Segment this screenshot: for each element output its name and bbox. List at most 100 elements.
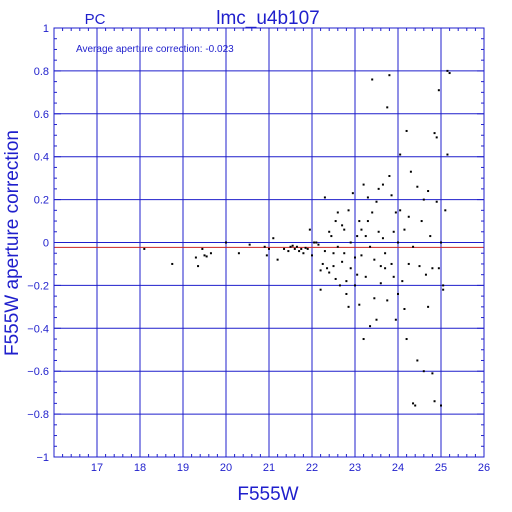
data-point [205,255,208,258]
y-tick-label: −0.2 [27,280,49,292]
data-point [399,153,402,156]
data-point [384,267,387,270]
data-point [265,254,268,257]
data-point [283,247,286,250]
data-point [433,132,436,135]
x-tick-label: 23 [349,462,361,474]
data-point [341,224,344,227]
data-point [272,237,275,240]
data-point [358,220,361,223]
data-point [446,153,449,156]
data-point [407,262,410,265]
data-point [336,211,339,214]
data-point [375,318,378,321]
data-point [302,252,305,255]
data-point [381,183,384,186]
data-point [345,292,348,295]
data-point [293,247,296,250]
data-point [313,241,316,244]
data-point [412,402,415,405]
data-point [442,288,445,291]
data-point [440,404,442,407]
y-tick-label: −0.8 [27,409,49,421]
data-point [364,235,367,238]
data-point [407,215,410,218]
y-axis-label: F555W aperture correction [2,130,23,356]
data-point [332,252,335,255]
data-point [435,200,438,203]
data-point [201,247,204,250]
data-point [347,305,350,308]
y-tick-label: −0.6 [27,366,49,378]
y-tick-label: −1 [36,452,49,464]
data-point [328,271,331,274]
data-point [362,338,365,341]
data-point [416,359,419,362]
data-point [448,72,451,75]
x-tick-labels: 17 18 19 20 21 22 23 24 25 26 [91,462,490,474]
data-point [194,256,197,259]
data-point [440,241,442,244]
data-points [143,69,451,407]
data-point [311,254,313,257]
x-tick-label: 22 [306,462,318,474]
data-point [401,280,404,283]
data-point [379,282,382,285]
data-point [379,265,382,268]
data-point [442,284,445,287]
y-tick-label: 0.6 [34,109,49,121]
data-point [437,89,440,92]
data-point [364,275,367,278]
data-point [362,183,365,186]
data-point [143,247,146,250]
data-point [197,265,200,268]
data-point [356,235,359,238]
data-point [420,220,423,223]
data-point [403,307,406,310]
data-point [397,241,399,244]
data-point [427,305,430,308]
y-tick-label: 0 [43,238,49,250]
data-point [345,280,348,283]
data-point [317,243,320,246]
data-point [392,275,395,278]
data-point [418,265,421,268]
data-point [437,267,440,270]
data-point [405,129,408,132]
x-axis-label: F555W [237,484,298,505]
data-point [431,372,434,375]
data-point [347,209,350,212]
data-point [319,288,322,291]
data-point [343,228,346,231]
data-point [394,318,397,321]
data-point [341,260,344,263]
ticks [53,27,485,458]
data-point [409,170,412,173]
data-point [306,247,309,250]
data-point [431,267,434,270]
data-point [298,250,301,253]
data-point [356,273,359,276]
data-point [446,69,449,72]
data-point [366,220,369,223]
data-point [371,78,374,81]
data-point [366,196,369,199]
y-tick-label: 0.2 [34,195,49,207]
data-point [349,267,352,270]
data-point [171,262,174,265]
chart-title: lmc_u4b107 [216,8,320,29]
data-point [422,198,425,201]
y-tick-label: 1 [43,23,49,35]
data-point [399,209,402,212]
data-point [336,245,339,248]
data-point [388,74,391,77]
data-point [424,273,427,276]
x-tick-label: 25 [435,462,447,474]
annotation-text: Average aperture correction: -0.023 [76,44,234,55]
data-point [375,200,378,203]
data-point [422,370,425,373]
data-point [373,297,376,300]
y-tick-label: 0.4 [34,152,49,164]
data-point [315,241,318,244]
data-point [268,247,270,250]
